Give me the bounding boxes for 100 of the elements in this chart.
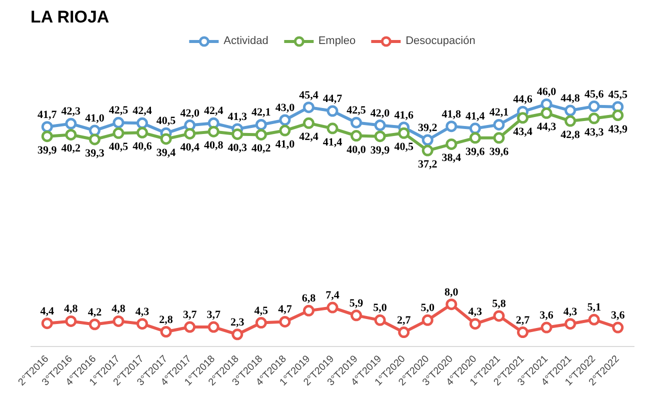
point	[469, 318, 481, 330]
point	[516, 326, 528, 338]
data-label: 2,7	[396, 314, 412, 326]
point	[564, 115, 576, 127]
data-label: 39,9	[38, 144, 58, 156]
point	[446, 138, 458, 150]
data-label: 4,8	[64, 303, 78, 316]
data-label: 44,7	[322, 93, 343, 106]
data-label: 3,7	[182, 309, 198, 322]
data-label: 2,8	[159, 314, 174, 326]
point	[279, 316, 291, 328]
data-label: 46,0	[536, 86, 557, 98]
data-label: 45,4	[299, 89, 319, 102]
data-label: 42,0	[370, 107, 390, 120]
point	[588, 100, 600, 112]
data-label: 45,5	[608, 88, 628, 101]
data-label: 4,8	[112, 303, 126, 316]
point	[493, 132, 505, 144]
point	[540, 98, 552, 110]
point	[398, 127, 410, 139]
data-label: 45,6	[584, 88, 604, 100]
data-label: 41,8	[442, 108, 462, 120]
data-label: 39,9	[370, 144, 390, 156]
point	[326, 105, 338, 117]
legend-label: Empleo	[318, 35, 356, 47]
data-label: 42,4	[299, 131, 319, 144]
data-label: 40,5	[156, 115, 176, 128]
point	[65, 129, 77, 140]
data-label: 40,6	[132, 140, 152, 153]
data-label: 40,0	[346, 144, 366, 156]
point	[302, 102, 314, 114]
legend-label: Actividad	[224, 35, 268, 47]
point	[302, 117, 314, 129]
data-label: 42,5	[108, 104, 129, 117]
point	[588, 112, 600, 124]
point	[112, 116, 124, 128]
point	[374, 314, 386, 326]
data-label: 40,2	[252, 142, 272, 155]
data-label: 2,7	[516, 314, 530, 326]
data-label: 39,2	[418, 122, 438, 134]
chart-title: LA RIOJA	[30, 8, 110, 26]
data-label: 41,0	[275, 138, 296, 151]
data-label: 43,3	[584, 126, 604, 138]
point	[255, 317, 267, 329]
point	[208, 321, 220, 333]
data-label: 42,4	[204, 105, 224, 118]
point	[350, 130, 362, 142]
point	[112, 127, 124, 139]
point	[41, 130, 53, 142]
point	[208, 126, 220, 138]
data-label: 39,6	[466, 146, 486, 158]
data-label: 42,3	[61, 106, 82, 118]
data-label: 41,3	[228, 110, 248, 123]
data-label: 6,8	[302, 292, 316, 305]
point	[469, 122, 481, 134]
data-label: 43,4	[513, 126, 533, 138]
data-label: 5,1	[587, 302, 601, 314]
point	[184, 321, 196, 333]
point	[493, 118, 505, 130]
data-label: 40,5	[108, 141, 129, 154]
point	[160, 326, 172, 338]
data-label: 40,8	[204, 140, 224, 152]
data-label: 8,0	[444, 286, 459, 298]
data-label: 5,8	[492, 298, 506, 310]
point	[255, 118, 267, 130]
point	[184, 128, 196, 140]
point	[326, 122, 338, 134]
data-label: 43,9	[608, 123, 628, 136]
legend-label: Desocupación	[406, 35, 476, 47]
data-label: 38,4	[442, 152, 462, 164]
point	[612, 322, 624, 334]
point	[136, 117, 148, 129]
point	[279, 114, 291, 126]
point	[540, 107, 552, 119]
data-label: 41,4	[322, 136, 343, 148]
data-label: 41,4	[466, 110, 486, 122]
data-label: 43,0	[275, 102, 296, 114]
data-label: 41,0	[85, 112, 105, 125]
data-label: 4,4	[40, 305, 55, 318]
data-label: 39,6	[489, 146, 510, 158]
point	[41, 318, 53, 330]
data-label: 5,9	[349, 297, 364, 310]
point	[160, 133, 172, 145]
data-label: 5,0	[420, 302, 435, 314]
data-label: 40,2	[61, 142, 82, 155]
data-label: 2,3	[230, 316, 245, 328]
data-label: 3,6	[540, 310, 554, 322]
point	[422, 144, 434, 156]
data-label: 7,4	[326, 290, 340, 302]
data-label: 44,3	[536, 121, 557, 134]
data-label: 37,2	[418, 158, 438, 171]
point	[350, 116, 362, 128]
point	[422, 314, 434, 326]
data-label: 4,5	[254, 304, 269, 317]
data-label: 39,4	[156, 146, 176, 159]
point	[65, 315, 77, 327]
point	[255, 129, 267, 140]
point	[612, 110, 624, 121]
data-label: 4,2	[88, 306, 102, 318]
point	[65, 118, 77, 130]
